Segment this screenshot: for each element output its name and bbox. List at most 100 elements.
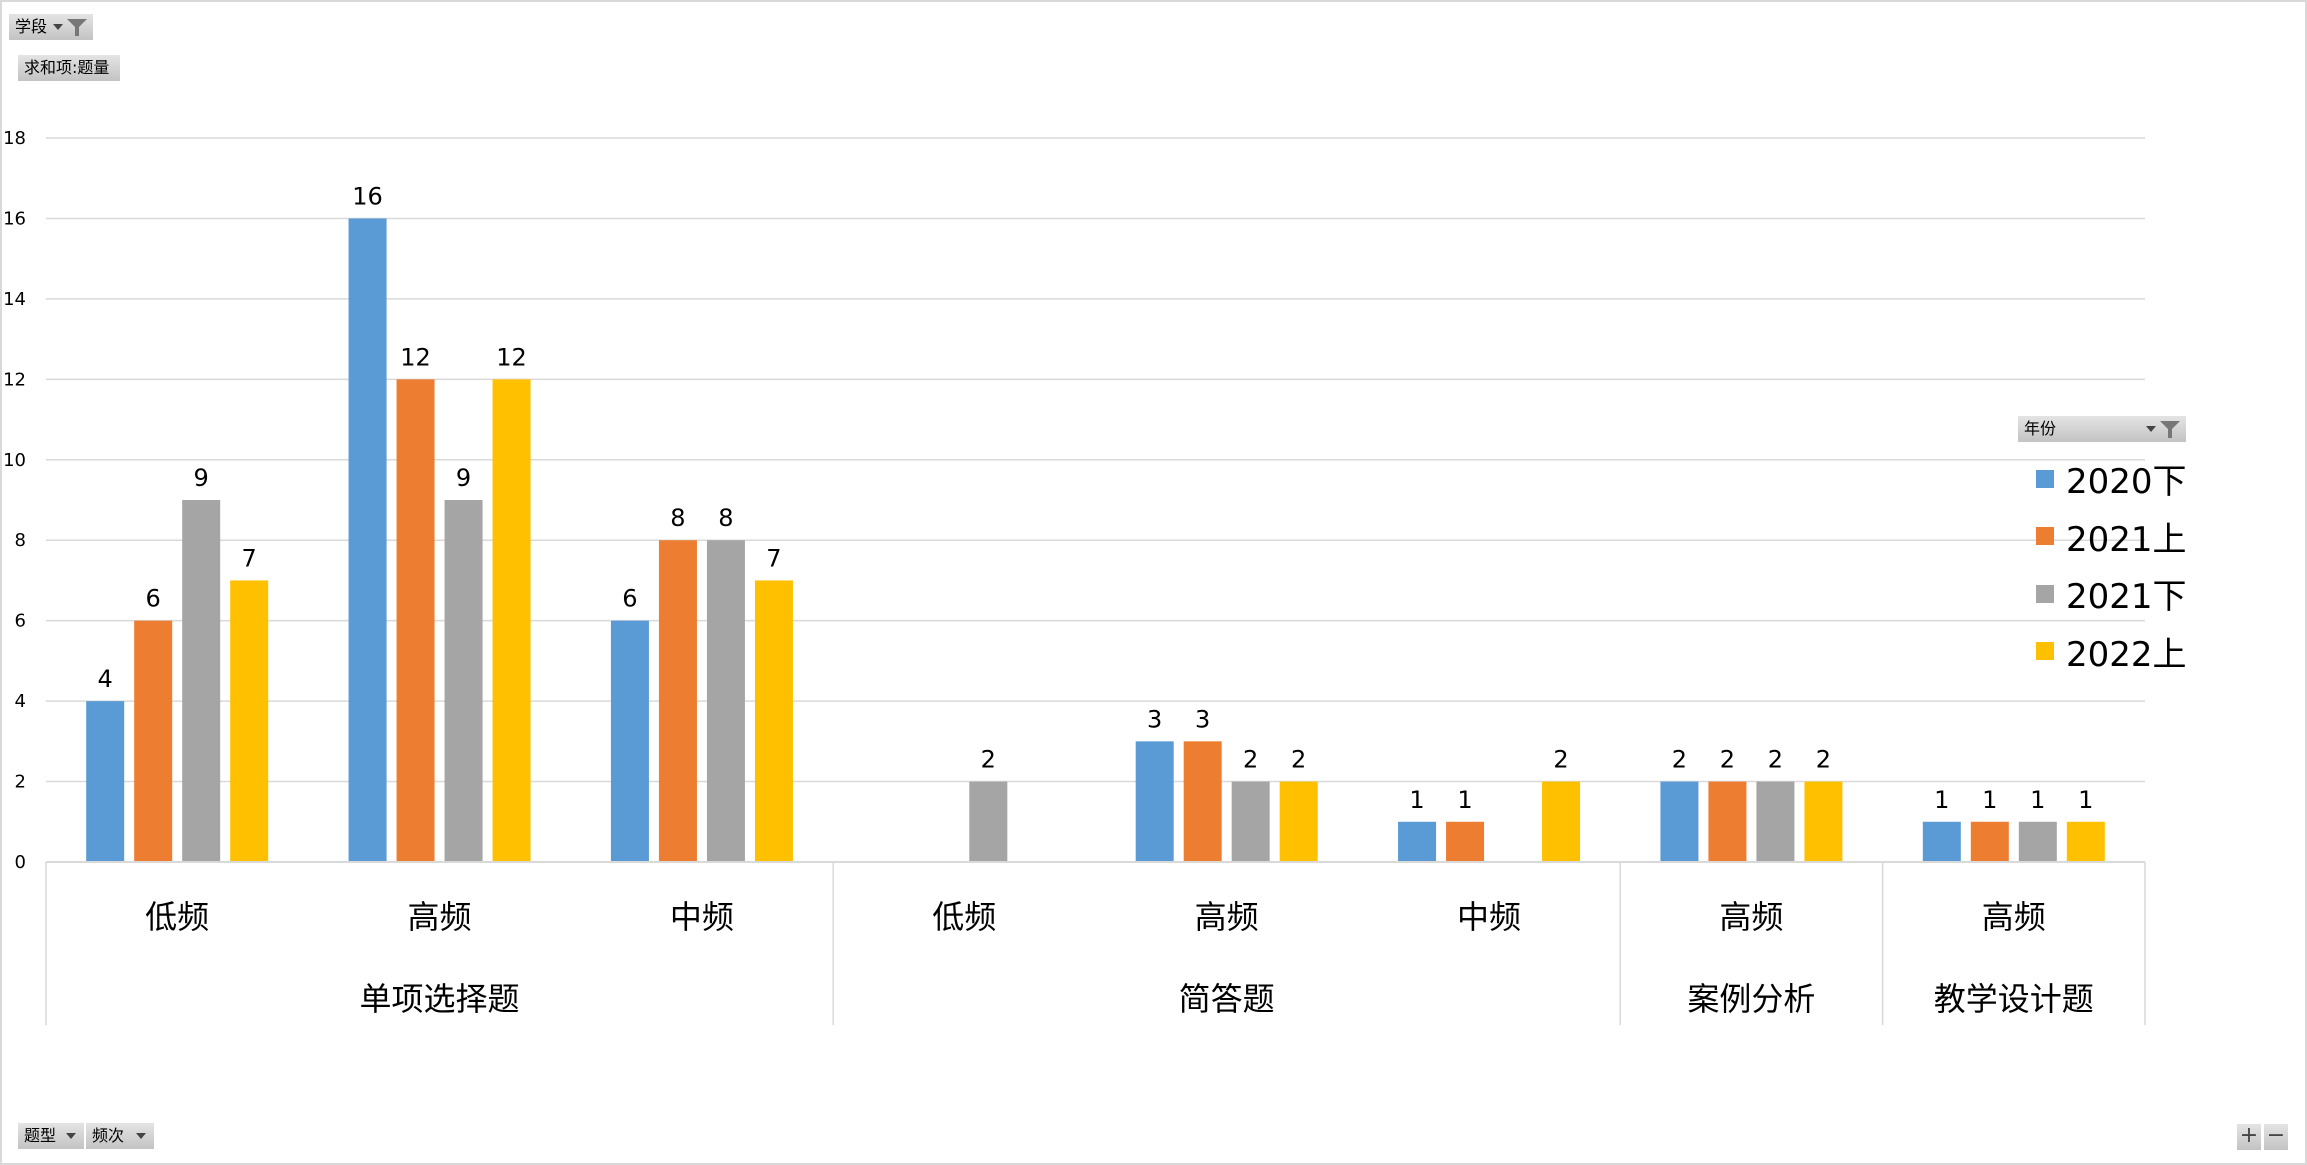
data-label: 1 — [1982, 786, 1997, 814]
bar-2021下 — [444, 500, 483, 862]
dropdown-arrow-icon — [2146, 426, 2156, 432]
legend-swatch — [2036, 527, 2054, 546]
category-label: 中频 — [670, 898, 734, 936]
data-label: 12 — [400, 343, 431, 371]
legend-label: 2021下 — [2066, 577, 2187, 618]
data-label: 4 — [98, 665, 113, 693]
data-label: 9 — [456, 464, 471, 492]
year-filter-label: 年份 — [2024, 419, 2057, 438]
data-label: 2 — [1553, 746, 1568, 774]
category-label: 低频 — [145, 898, 209, 936]
group-label: 案例分析 — [1687, 980, 1815, 1018]
filter-funnel-icon — [67, 19, 87, 36]
legend-item: 2022上 — [2030, 623, 2187, 681]
legend-swatch — [2036, 642, 2054, 661]
bar-2020下 — [86, 701, 125, 862]
bar-2021下 — [2018, 821, 2057, 862]
bar-2021上 — [134, 620, 173, 862]
y-tick-label: 4 — [15, 691, 26, 712]
data-label: 2 — [981, 746, 996, 774]
bar-2022上 — [1542, 781, 1581, 862]
legend-swatch — [2036, 469, 2054, 488]
y-tick-label: 10 — [3, 450, 26, 471]
bar-2021上 — [658, 540, 697, 862]
legend-item: 2021下 — [2030, 565, 2187, 623]
type-field-label: 题型 — [24, 1126, 57, 1145]
bar-2021上 — [396, 379, 435, 862]
type-field-button[interactable]: 题型 — [18, 1123, 84, 1149]
bar-2021下 — [969, 781, 1008, 862]
group-label: 单项选择题 — [360, 980, 520, 1018]
value-field-button[interactable]: 求和项:题量 — [18, 55, 120, 81]
legend-label: 2020下 — [2066, 462, 2187, 503]
data-label: 16 — [352, 182, 383, 210]
bar-2022上 — [492, 379, 531, 862]
bar-2022上 — [754, 580, 793, 862]
dropdown-arrow-icon — [53, 24, 63, 30]
group-label: 教学设计题 — [1934, 980, 2094, 1018]
data-label: 1 — [2078, 786, 2093, 814]
y-tick-label: 14 — [3, 289, 26, 310]
data-label: 2 — [1720, 746, 1735, 774]
legend-item: 2020下 — [2030, 450, 2187, 508]
bar-2020下 — [1660, 781, 1699, 862]
data-label: 7 — [242, 544, 257, 572]
dropdown-arrow-icon — [66, 1133, 76, 1139]
bar-2021下 — [706, 540, 745, 862]
bar-2021上 — [1970, 821, 2009, 862]
category-label: 高频 — [1982, 898, 2046, 936]
data-label: 7 — [766, 544, 781, 572]
stage-filter-button[interactable]: 学段 — [9, 14, 93, 40]
legend-swatch — [2036, 584, 2054, 603]
bar-2021下 — [182, 500, 221, 862]
data-label: 1 — [1934, 786, 1949, 814]
expand-button[interactable]: + — [2237, 1124, 2261, 1150]
data-label: 1 — [1409, 786, 1424, 814]
bar-2021上 — [1708, 781, 1747, 862]
collapse-button[interactable]: − — [2264, 1124, 2288, 1150]
data-label: 3 — [1147, 705, 1162, 733]
data-label: 2 — [1768, 746, 1783, 774]
data-label: 2 — [1816, 746, 1831, 774]
y-tick-label: 6 — [15, 611, 26, 632]
data-label: 1 — [2030, 786, 2045, 814]
bar-2022上 — [230, 580, 269, 862]
data-label: 6 — [622, 585, 637, 613]
data-label: 12 — [496, 343, 527, 371]
y-tick-label: 0 — [15, 852, 26, 873]
data-label: 3 — [1195, 705, 1210, 733]
bar-2020下 — [1922, 821, 1961, 862]
bar-2021下 — [1756, 781, 1795, 862]
y-tick-label: 12 — [3, 369, 26, 390]
data-label: 9 — [194, 464, 209, 492]
filter-funnel-icon — [2160, 421, 2180, 438]
bar-2021下 — [1231, 781, 1270, 862]
y-tick-label: 2 — [15, 772, 26, 793]
data-label: 1 — [1457, 786, 1472, 814]
frequency-field-label: 频次 — [92, 1126, 125, 1145]
data-label: 8 — [718, 504, 733, 532]
frequency-field-button[interactable]: 频次 — [86, 1123, 154, 1149]
bar-2022上 — [2066, 821, 2105, 862]
group-label: 简答题 — [1179, 980, 1275, 1018]
bar-2021上 — [1183, 741, 1222, 862]
legend-label: 2021上 — [2066, 519, 2187, 560]
data-label: 6 — [146, 585, 161, 613]
bar-2022上 — [1804, 781, 1843, 862]
bar-2020下 — [1398, 821, 1437, 862]
stage-filter-label: 学段 — [15, 17, 48, 36]
category-label: 高频 — [408, 898, 472, 936]
value-field-label: 求和项:题量 — [24, 58, 110, 77]
y-tick-label: 8 — [15, 530, 26, 551]
bar-2022上 — [1279, 781, 1318, 862]
data-label: 2 — [1672, 746, 1687, 774]
bar-2020下 — [610, 620, 649, 862]
y-tick-label: 16 — [3, 208, 26, 229]
legend-label: 2022上 — [2066, 634, 2187, 675]
year-filter-button[interactable]: 年份 — [2018, 416, 2186, 442]
legend-item: 2021上 — [2030, 508, 2187, 566]
y-tick-label: 18 — [3, 128, 26, 149]
dropdown-arrow-icon — [136, 1133, 146, 1139]
category-label: 高频 — [1195, 898, 1259, 936]
